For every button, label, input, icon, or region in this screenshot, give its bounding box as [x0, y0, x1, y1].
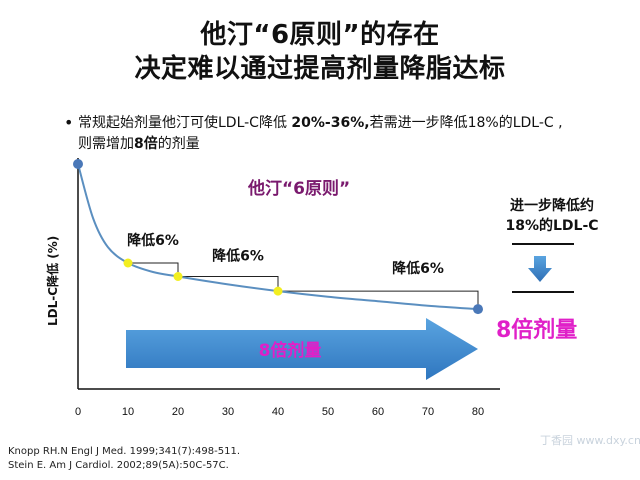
bullet-strong: 20%-36%,	[291, 115, 370, 131]
x-tick-label: 50	[322, 406, 334, 418]
endpoint-marker	[473, 304, 483, 315]
x-tick-label: 70	[422, 406, 434, 418]
bullet-text: 的剂量	[157, 136, 200, 152]
down-arrow-icon	[528, 256, 552, 282]
reference-2: Stein E. Am J Cardiol. 2002;89(5A):50C-5…	[8, 460, 229, 471]
step-label: 降低6%	[392, 260, 444, 277]
bullet-text: 则需增加	[78, 136, 134, 152]
x-tick-label: 10	[122, 406, 134, 418]
highlight-marker	[173, 272, 183, 281]
step-bracket	[178, 276, 279, 292]
side-note-line2: 18%的LDL-C	[505, 218, 599, 234]
chart-title: 他汀“6原则”	[248, 179, 351, 199]
arrow-label: 8倍剂量	[259, 340, 322, 361]
bullet-line-2: 则需增加8倍的剂量	[78, 134, 200, 154]
x-tick-labels: 0 10 20 30 40 50 60 70 80	[75, 406, 484, 418]
slide-title-line1: 他汀“6原则”的存在	[200, 20, 440, 50]
bullet-text: 常规起始剂量他汀可使LDL-C降低	[78, 115, 292, 131]
step-bracket	[278, 290, 479, 310]
slide-title-line2: 决定难以通过提高剂量降脂达标	[134, 54, 506, 84]
step-label: 降低6%	[212, 248, 264, 265]
bullet-strong: 8倍	[134, 136, 158, 152]
dose-arrow-shape	[126, 318, 478, 380]
x-tick-label: 80	[472, 406, 484, 418]
dose-arrow: 8倍剂量	[126, 318, 478, 380]
axes	[77, 158, 500, 390]
curve-layer	[77, 163, 479, 311]
highlight-marker	[273, 286, 283, 296]
bullet-line-1: 常规起始剂量他汀可使LDL-C降低 20%-36%,若需进一步降低18%的LDL…	[78, 113, 563, 133]
points-layer	[73, 159, 483, 315]
bullet-dot: •	[64, 113, 74, 132]
ldl-curve	[77, 163, 479, 311]
side-note-line1: 进一步降低约	[510, 198, 594, 214]
highlight-marker	[123, 258, 133, 268]
endpoint-marker	[73, 159, 83, 169]
bullet-text: 若需进一步降低18%的LDL-C ,	[369, 115, 563, 131]
x-tick-label: 40	[272, 406, 284, 418]
x-tick-label: 20	[172, 406, 184, 418]
x-tick-label: 60	[372, 406, 384, 418]
reference-1: Knopp RH.N Engl J Med. 1999;341(7):498-5…	[8, 446, 240, 457]
x-tick-label: 0	[75, 406, 81, 418]
dose-result: 8倍剂量	[496, 318, 578, 343]
step-label: 降低6%	[127, 232, 179, 249]
watermark: 丁香园 www.dxy.cn	[540, 434, 640, 447]
step-brackets: 降低6% 降低6% 降低6%	[127, 232, 479, 310]
x-tick-label: 30	[222, 406, 234, 418]
